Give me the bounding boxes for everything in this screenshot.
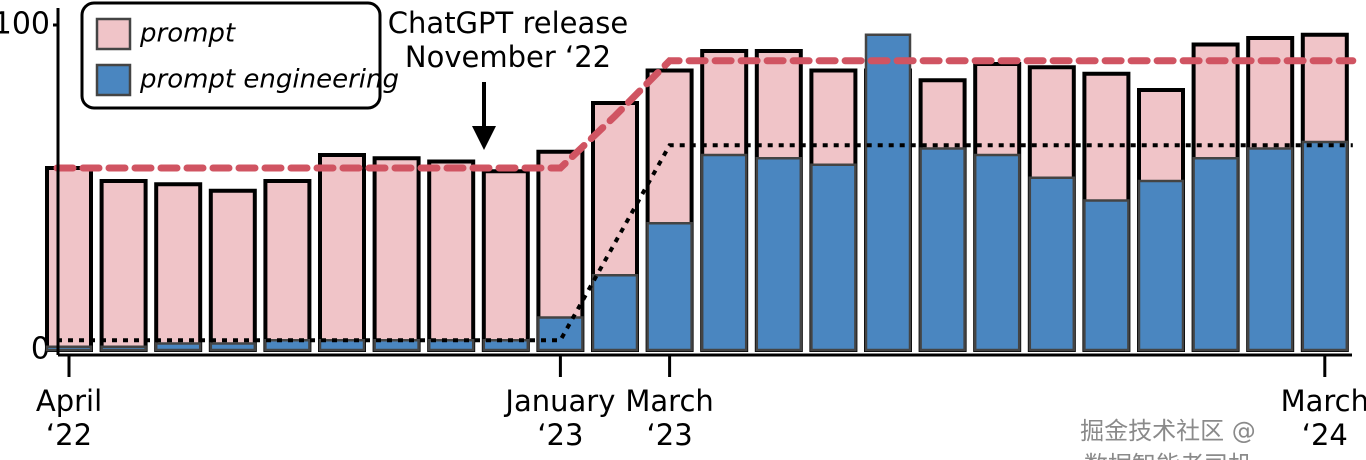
- legend-swatch: [95, 63, 132, 97]
- prompt-engineering-bar: [1083, 199, 1130, 352]
- x-tick-label: January ‘23: [505, 384, 616, 452]
- prompt-engineering-bar: [919, 147, 966, 352]
- prompt-engineering-bar: [646, 222, 693, 352]
- legend-label: prompt: [139, 19, 236, 49]
- prompt-engineering-bar: [591, 274, 639, 352]
- prompt-bar: [372, 156, 421, 352]
- x-tick-label: March ‘24: [1280, 384, 1366, 452]
- prompt-engineering-bar: [427, 339, 475, 352]
- prompt-bar: [154, 182, 203, 352]
- prompt-engineering-bar: [264, 339, 311, 352]
- legend-swatch: [95, 17, 132, 51]
- prompt-bar: [208, 188, 257, 352]
- prompt-engineering-mean-line: [57, 143, 1353, 343]
- prompt-bar: [318, 153, 366, 352]
- y-tick-label: 100: [0, 7, 50, 42]
- prompt-engineering-bar: [973, 153, 1021, 352]
- prompt-engineering-bar: [810, 163, 857, 352]
- prompt-engineering-bar: [100, 345, 147, 352]
- prompt-engineering-bar: [45, 345, 93, 352]
- prompt-engineering-bar: [864, 33, 912, 352]
- prompt-engineering-bar: [318, 339, 366, 352]
- prompt-engineering-bar: [700, 153, 748, 352]
- prompt-engineering-bar: [1137, 179, 1185, 352]
- prompt-bar: [99, 179, 148, 352]
- prompt-bar: [481, 169, 530, 352]
- prompt-engineering-bar: [537, 316, 584, 352]
- prompt-bar: [427, 159, 476, 352]
- x-tick-label: March ‘23: [625, 384, 714, 452]
- prompt-engineering-bar: [373, 339, 420, 352]
- legend-label: prompt engineering: [139, 65, 399, 95]
- prompt-engineering-bar: [1301, 140, 1349, 352]
- prompt-engineering-bar: [482, 339, 530, 352]
- prompt-engineering-bar: [755, 157, 803, 352]
- prompt-engineering-bar: [1028, 176, 1076, 352]
- prompt-bar: [45, 166, 93, 352]
- x-tick-label: April ‘22: [35, 384, 103, 452]
- prompt-engineering-bar: [209, 342, 257, 352]
- prompt-engineering-bar: [1192, 157, 1239, 352]
- watermark: 掘金技术社区 @ 数据智能老司机: [1080, 417, 1256, 460]
- annotation: ChatGPT release November ‘22: [387, 6, 629, 74]
- prompt-engineering-bar: [154, 342, 202, 352]
- prompt-engineering-bar: [1246, 147, 1294, 352]
- legend-box: [80, 1, 382, 110]
- prompt-mean-line: [53, 57, 1357, 172]
- prompt-bar: [263, 179, 312, 352]
